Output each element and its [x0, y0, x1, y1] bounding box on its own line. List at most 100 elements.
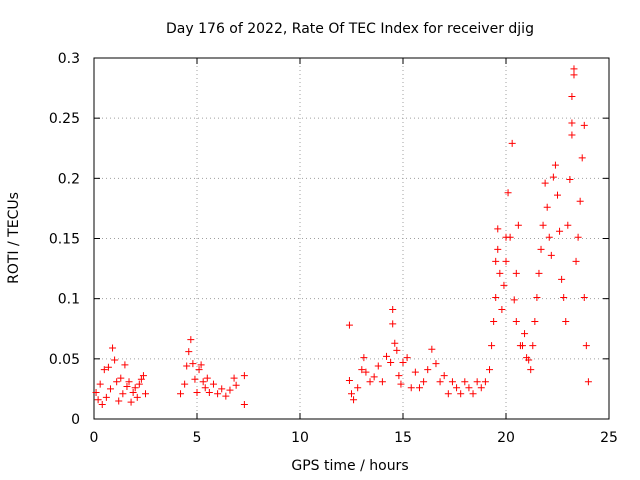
- data-point: [366, 378, 374, 386]
- y-axis-label: ROTI / TECUs: [6, 192, 22, 284]
- data-point: [415, 384, 423, 392]
- data-point: [240, 401, 248, 409]
- data-point: [547, 251, 555, 259]
- data-point: [411, 368, 419, 376]
- y-tick-label: 0.15: [49, 232, 80, 248]
- data-point: [502, 257, 510, 265]
- data-point: [500, 281, 508, 289]
- data-point: [432, 360, 440, 368]
- data-point: [444, 390, 452, 398]
- data-point: [360, 354, 368, 362]
- data-point: [378, 378, 386, 386]
- data-point: [387, 358, 395, 366]
- data-point: [568, 119, 576, 127]
- data-point: [521, 330, 529, 338]
- data-point: [549, 173, 557, 181]
- data-point: [551, 161, 559, 169]
- y-tick-label: 0.2: [58, 171, 80, 187]
- data-point: [226, 386, 234, 394]
- data-point: [533, 293, 541, 301]
- data-point: [102, 393, 110, 401]
- data-point: [407, 384, 415, 392]
- data-point: [486, 366, 494, 374]
- x-tick-label: 20: [497, 430, 515, 446]
- data-point: [230, 374, 238, 382]
- data-point: [100, 366, 108, 374]
- data-point: [525, 356, 533, 364]
- data-point: [142, 390, 149, 398]
- data-point: [358, 366, 366, 374]
- data-point: [393, 346, 401, 354]
- grid: [94, 58, 609, 419]
- data-point: [185, 348, 193, 356]
- data-point: [98, 401, 106, 409]
- data-point: [457, 390, 465, 398]
- data-point: [572, 257, 580, 265]
- data-point: [131, 384, 139, 392]
- data-point: [391, 339, 399, 347]
- data-point: [354, 384, 362, 392]
- data-point: [127, 398, 135, 406]
- data-point: [580, 121, 588, 129]
- data-point: [222, 392, 230, 400]
- x-tick-label: 0: [90, 430, 99, 446]
- data-point: [389, 320, 397, 328]
- x-axis: 0 5 10 15 20 25: [90, 58, 618, 446]
- data-point: [494, 245, 502, 253]
- data-point: [562, 318, 570, 326]
- data-point: [117, 374, 125, 382]
- data-point: [580, 293, 588, 301]
- data-point: [453, 384, 461, 392]
- data-point: [570, 71, 578, 79]
- data-point: [566, 176, 574, 184]
- data-point: [362, 368, 370, 376]
- data-point: [527, 366, 535, 374]
- data-point: [556, 227, 564, 235]
- data-point: [203, 374, 211, 382]
- data-point: [568, 131, 576, 139]
- data-point: [461, 378, 469, 386]
- data-point: [490, 318, 498, 326]
- data-point: [399, 358, 407, 366]
- data-point: [469, 390, 477, 398]
- data-point: [424, 366, 432, 374]
- data-point: [348, 390, 355, 398]
- data-point: [96, 380, 104, 388]
- data-point: [195, 366, 203, 374]
- data-point: [436, 378, 444, 386]
- data-point: [518, 342, 526, 350]
- data-point: [129, 389, 137, 397]
- data-point: [529, 342, 537, 350]
- y-tick-label: 0: [71, 412, 80, 428]
- data-point: [545, 233, 553, 241]
- data-point: [218, 385, 226, 393]
- data-point: [111, 356, 119, 364]
- data-point: [106, 385, 114, 393]
- data-point: [119, 390, 127, 398]
- data-point: [197, 361, 205, 369]
- data-point: [125, 378, 133, 386]
- data-point: [137, 375, 145, 383]
- data-point: [94, 396, 102, 404]
- chart-title: Day 176 of 2022, Rate Of TEC Index for r…: [166, 21, 534, 37]
- x-tick-label: 10: [291, 430, 309, 446]
- data-point: [514, 221, 522, 229]
- data-point: [570, 65, 578, 73]
- data-point: [512, 269, 520, 277]
- data-point: [539, 221, 547, 229]
- data-point: [139, 372, 147, 380]
- data-point: [448, 378, 456, 386]
- data-point: [104, 363, 112, 371]
- data-point: [345, 376, 353, 384]
- data-point: [494, 225, 502, 233]
- y-tick-label: 0.1: [58, 292, 80, 308]
- data-point: [477, 384, 485, 392]
- x-tick-label: 25: [600, 430, 618, 446]
- y-axis: 0 0.05 0.1 0.15 0.2 0.25 0.3: [49, 51, 609, 428]
- data-point: [488, 342, 496, 350]
- scatter-series-roti: [92, 65, 592, 409]
- data-point: [535, 269, 543, 277]
- data-point: [541, 179, 549, 187]
- data-point: [113, 378, 121, 386]
- data-point: [543, 203, 551, 211]
